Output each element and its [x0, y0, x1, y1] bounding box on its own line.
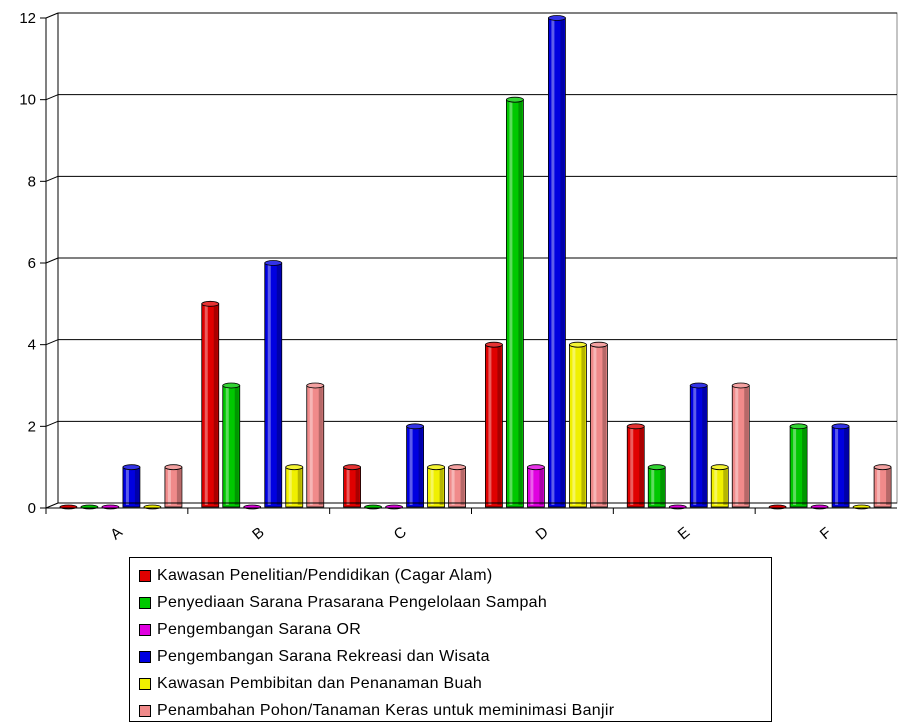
y-tick-label: 12 — [19, 10, 36, 27]
y-tick-label: 0 — [28, 500, 36, 517]
y-tick-label: 8 — [28, 173, 36, 190]
legend-label: Kawasan Pembibitan dan Penanaman Buah — [157, 674, 483, 692]
bar — [527, 464, 545, 508]
bar — [222, 382, 241, 508]
gridlines — [45, 12, 898, 504]
gridline-wall — [45, 175, 59, 182]
bar — [343, 464, 361, 508]
legend-label: Pengembangan Sarana OR — [157, 620, 362, 638]
bar — [164, 464, 183, 508]
gridline-wall — [45, 94, 59, 101]
bar — [831, 423, 850, 508]
bar — [485, 341, 503, 508]
legend-label: Penyediaan Sarana Prasarana Pengelolaan … — [157, 593, 548, 611]
x-tick-label: B — [249, 524, 268, 543]
gridline-wall — [45, 257, 59, 264]
legend: Kawasan Penelitian/Pendidikan (Cagar Ala… — [129, 557, 772, 722]
bar — [789, 423, 808, 508]
bar — [590, 341, 608, 508]
bar — [873, 464, 892, 508]
bar — [569, 341, 587, 508]
bar — [626, 423, 645, 508]
x-tick-label: F — [817, 524, 835, 543]
bar — [122, 464, 141, 508]
legend-swatch — [139, 623, 151, 636]
y-tick-label: 6 — [28, 255, 36, 272]
legend-swatch — [139, 650, 151, 663]
legend-label: Penambahan Pohon/Tanaman Keras untuk mem… — [157, 701, 615, 719]
legend-label: Pengembangan Sarana Rekreasi dan Wisata — [157, 647, 490, 665]
bar — [448, 464, 466, 508]
legend-swatch — [139, 596, 151, 609]
legend-swatch — [139, 569, 151, 582]
bar — [731, 382, 750, 508]
x-tick-label: A — [107, 524, 126, 543]
y-tick-label: 4 — [28, 337, 36, 354]
bar — [647, 464, 666, 508]
bar — [710, 464, 729, 508]
y-tick-label: 10 — [19, 92, 36, 109]
x-tick-label: D — [532, 524, 551, 544]
legend-item: Kawasan Pembibitan dan Penanaman Buah — [139, 670, 771, 697]
bar — [406, 423, 424, 508]
legend-swatch — [139, 677, 151, 690]
bar-chart: 0 2 4 6 8 10 12 A B C D E F — [19, 10, 898, 544]
legend-label: Kawasan Penelitian/Pendidikan (Cagar Ala… — [157, 566, 493, 584]
bars-group — [59, 15, 892, 510]
gridline-wall — [45, 420, 59, 427]
legend-item: Penambahan Pohon/Tanaman Keras untuk mem… — [139, 697, 771, 724]
bar — [427, 464, 445, 508]
legend-item: Penyediaan Sarana Prasarana Pengelolaan … — [139, 589, 771, 616]
legend-item: Pengembangan Sarana OR — [139, 616, 771, 643]
y-tick-label: 2 — [28, 418, 36, 435]
bar — [689, 382, 708, 508]
legend-item: Kawasan Penelitian/Pendidikan (Cagar Ala… — [139, 562, 771, 589]
bar — [506, 96, 524, 508]
x-tick-label: C — [391, 524, 410, 544]
legend-swatch — [139, 704, 151, 717]
bar — [548, 15, 566, 508]
gridline-wall — [45, 12, 59, 19]
gridline-wall — [45, 339, 59, 346]
x-tick-label: E — [675, 524, 694, 543]
bar — [285, 464, 304, 508]
bar — [306, 382, 325, 508]
bar — [201, 300, 220, 508]
legend-item: Pengembangan Sarana Rekreasi dan Wisata — [139, 643, 771, 670]
floor-edge — [45, 502, 59, 509]
bar — [264, 260, 283, 508]
